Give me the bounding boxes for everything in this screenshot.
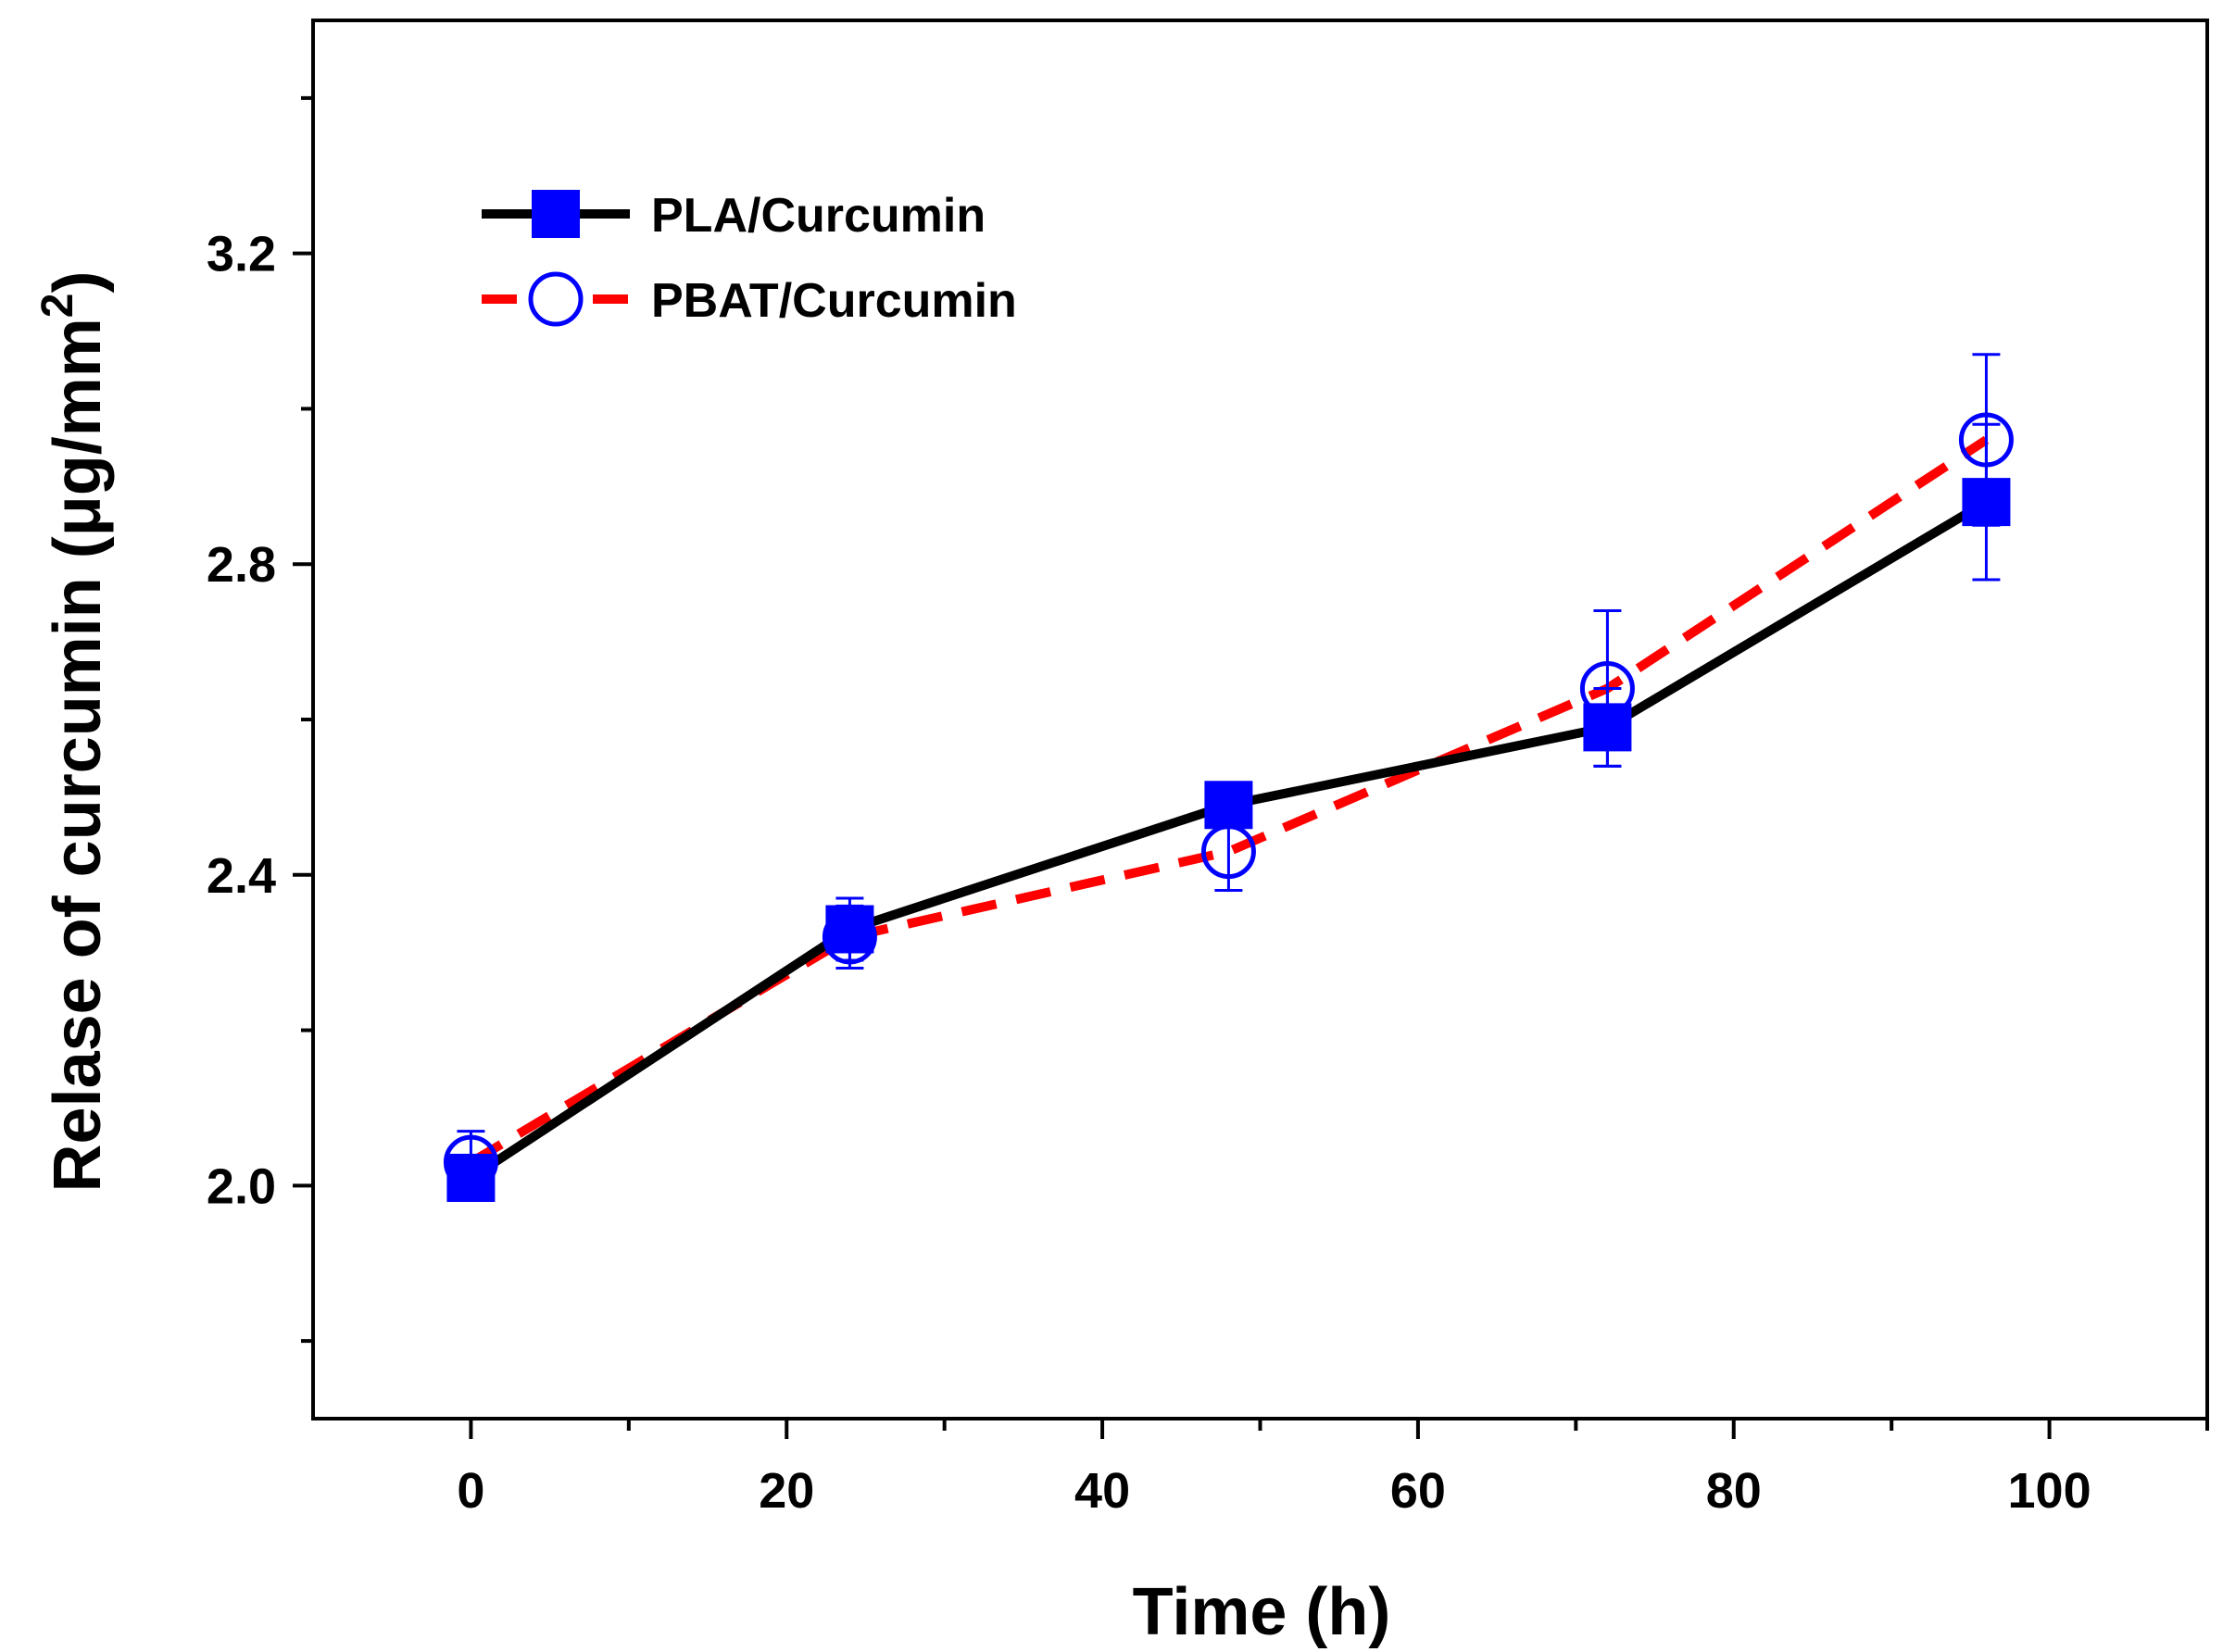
- series-markers: [443, 412, 2014, 1202]
- y-tick-label: 2.0: [207, 1158, 276, 1214]
- point-pbat: [1958, 412, 2014, 468]
- x-tick-label: 20: [759, 1463, 814, 1519]
- y-axis-title-main: Relase of curcumin (: [41, 536, 115, 1192]
- point-pbat: [822, 909, 877, 965]
- point-pbat: [1579, 660, 1635, 716]
- y-tick-label: 2.8: [207, 537, 276, 593]
- point-pbat: [443, 1134, 498, 1190]
- error-bars: [457, 353, 2001, 1195]
- legend-label-pbat: PBAT/Curcumin: [651, 274, 1017, 328]
- tick-labels: 0 20 40 60 80 100 2.0 2.4 2.8 3.2: [207, 227, 2091, 1519]
- point-pla: [446, 1153, 496, 1202]
- legend: PLA/Curcumin PBAT/Curcumin: [482, 189, 1017, 328]
- y-tick-label: 3.2: [207, 227, 276, 282]
- y-tick-label: 2.4: [207, 848, 276, 904]
- y-axis-title-sup: 2: [33, 294, 82, 319]
- y-axis-title: Relase of curcumin (μg/mm2): [33, 271, 115, 1193]
- x-tick-label: 60: [1390, 1463, 1446, 1519]
- point-pbat: [1200, 824, 1256, 880]
- legend-label-pla: PLA/Curcumin: [651, 189, 986, 243]
- y-axis-title-close: ): [41, 271, 115, 294]
- series-layer: [443, 353, 2014, 1202]
- point-pla: [1204, 781, 1253, 830]
- legend-marker-pla: [532, 190, 580, 238]
- x-tick-label: 100: [2008, 1463, 2091, 1519]
- point-pla: [1962, 478, 2011, 527]
- axis-ticks: [293, 95, 2209, 1439]
- x-tick-label: 40: [1074, 1463, 1130, 1519]
- legend-marker-pbat: [528, 271, 584, 327]
- point-pla: [1583, 703, 1632, 752]
- x-tick-label: 0: [457, 1463, 484, 1519]
- x-axis-title: Time (h): [1133, 1575, 1391, 1649]
- x-tick-label: 80: [1706, 1463, 1762, 1519]
- plot-frame: [311, 19, 2209, 1420]
- y-axis-title-unit: μg/mm: [41, 318, 115, 536]
